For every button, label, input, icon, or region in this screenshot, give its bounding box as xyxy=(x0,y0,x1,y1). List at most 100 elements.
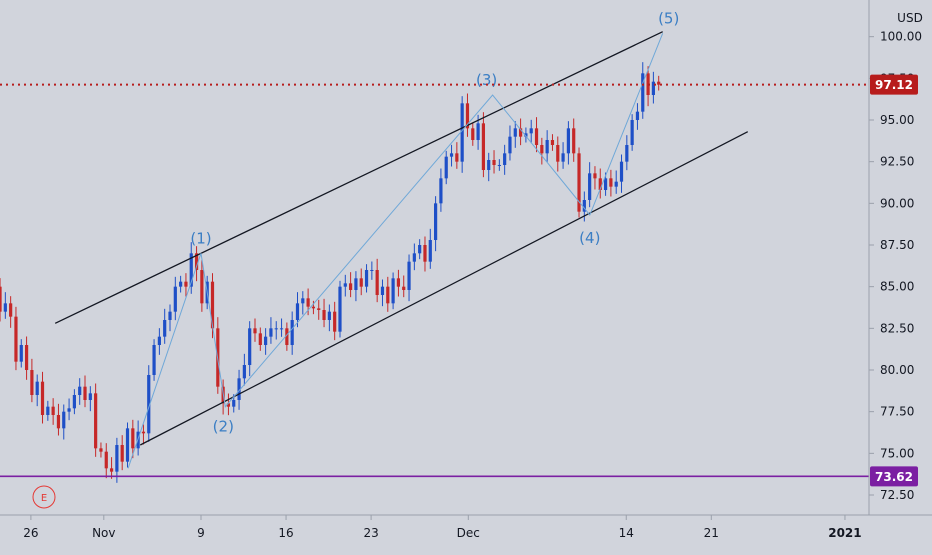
candle-body xyxy=(460,103,464,162)
candle-body xyxy=(99,448,103,452)
candle-body xyxy=(290,320,294,345)
price-tick-label: 82.50 xyxy=(880,321,914,335)
candle-body xyxy=(24,345,29,370)
candle-body xyxy=(630,120,634,145)
candle-body xyxy=(556,145,560,162)
time-tick-label: 9 xyxy=(197,526,205,540)
candle-body xyxy=(141,431,146,434)
candle-body xyxy=(513,128,517,137)
candle-body xyxy=(157,336,161,345)
candle-body xyxy=(109,468,114,472)
elliott-wave-path[interactable] xyxy=(127,33,664,469)
support-level-tag xyxy=(870,466,918,487)
candle-body xyxy=(194,253,199,270)
candle-body xyxy=(476,123,480,140)
candle-body xyxy=(370,270,374,271)
candle-body xyxy=(264,336,268,345)
time-tick-label: 26 xyxy=(23,526,38,540)
candle-body xyxy=(19,345,23,362)
candle-body xyxy=(232,400,236,407)
candle-body xyxy=(9,303,13,317)
candle-body xyxy=(147,375,151,434)
candle-body xyxy=(35,381,39,395)
candle-body xyxy=(131,428,135,449)
candlestick-series xyxy=(0,62,661,483)
candle-body xyxy=(248,328,252,365)
candle-body xyxy=(577,153,581,212)
candle-body xyxy=(354,278,358,290)
price-level-lines[interactable] xyxy=(0,83,869,478)
candle-body xyxy=(269,328,273,337)
candle-body xyxy=(614,181,618,187)
candle-body xyxy=(51,406,55,415)
trend-channel[interactable] xyxy=(54,31,749,446)
time-tick-label: 16 xyxy=(278,526,293,540)
candle-body xyxy=(418,245,422,254)
candle-body xyxy=(641,73,645,112)
candle-body xyxy=(609,178,613,187)
candle-body xyxy=(258,333,262,345)
candle-body xyxy=(588,173,592,200)
price-tick-label: 90.00 xyxy=(880,196,914,210)
candle-body xyxy=(189,253,193,287)
candle-body xyxy=(311,306,316,309)
candle-body xyxy=(226,403,231,407)
candle-body xyxy=(386,286,390,304)
candle-body xyxy=(534,128,539,145)
time-axis[interactable] xyxy=(0,515,932,550)
candle-body xyxy=(30,370,34,395)
channel-upper-line[interactable] xyxy=(54,31,663,324)
price-tick-label: 100.00 xyxy=(880,30,922,44)
candle-body xyxy=(428,240,432,262)
time-axis-ticks: 26 Nov 9 16 23 Dec 14 21 2021 xyxy=(23,515,862,540)
candle-body xyxy=(3,303,7,312)
candle-body xyxy=(380,286,385,295)
earnings-event-marker[interactable]: E xyxy=(32,485,56,509)
price-tick-label: 85.00 xyxy=(880,280,914,294)
channel-lower-line[interactable] xyxy=(139,131,749,446)
candle-body xyxy=(322,310,326,320)
price-level-tags: 97.12 73.62 xyxy=(870,74,918,487)
candle-body xyxy=(274,328,278,330)
candle-body xyxy=(465,103,470,129)
candle-body xyxy=(279,328,284,330)
candle-body xyxy=(375,270,379,295)
candle-body xyxy=(173,286,177,312)
candle-body xyxy=(184,281,188,287)
price-tick-label: 72.50 xyxy=(880,488,914,502)
candle-body xyxy=(625,145,629,162)
candle-body xyxy=(301,298,305,304)
candle-body xyxy=(210,281,215,329)
candle-body xyxy=(83,386,87,400)
candle-body xyxy=(603,178,608,190)
candle-body xyxy=(593,173,597,179)
candle-body xyxy=(524,133,528,137)
candle-body xyxy=(455,153,459,162)
price-tick-label: 87.50 xyxy=(880,238,914,252)
candle-body xyxy=(338,286,342,332)
candle-body xyxy=(439,178,443,204)
candle-body xyxy=(497,165,501,166)
wave-polyline[interactable] xyxy=(127,33,664,469)
candle-body xyxy=(550,140,555,145)
price-tick-label: 95.00 xyxy=(880,113,914,127)
candle-body xyxy=(540,145,544,154)
candle-body xyxy=(179,281,183,287)
candle-body xyxy=(582,200,586,212)
candle-body xyxy=(104,451,108,469)
candle-body xyxy=(518,128,523,137)
candle-body xyxy=(598,178,602,190)
candle-body xyxy=(349,283,353,290)
candle-body xyxy=(46,406,50,415)
price-tick-label: 80.00 xyxy=(880,363,914,377)
last-price-value: 97.12 xyxy=(875,78,913,92)
time-tick-label: 21 xyxy=(704,526,719,540)
price-tick-label: 75.00 xyxy=(880,446,914,460)
candle-body xyxy=(327,311,331,320)
wave-label-2: (2) xyxy=(213,418,234,436)
time-tick-label: 23 xyxy=(363,526,378,540)
candle-body xyxy=(619,161,624,182)
candle-body xyxy=(529,128,533,134)
